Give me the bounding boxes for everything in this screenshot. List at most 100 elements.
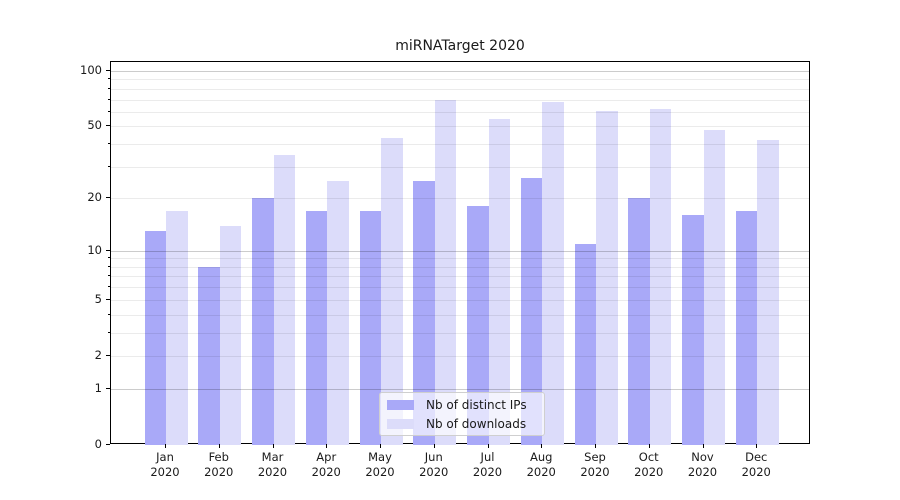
y-tick-label-20: 20	[87, 190, 102, 205]
x-tick-year-jan: 2020	[150, 465, 180, 479]
x-tick-label-feb: Feb 2020	[189, 450, 249, 480]
x-tick-label-apr: Apr 2020	[296, 450, 356, 480]
gridline-minor-60	[111, 111, 809, 113]
legend-swatch-distinct-ips	[387, 399, 414, 410]
gridline-minor-50	[111, 126, 809, 128]
gridline-minor-20	[111, 198, 809, 200]
x-tick-apr	[326, 444, 328, 448]
x-tick-month-apr: Apr	[316, 450, 337, 464]
x-tick-month-jan: Jan	[156, 450, 174, 464]
bar-sep-nb-of-downloads	[596, 110, 618, 445]
x-tick-month-aug: Aug	[530, 450, 553, 464]
y-tick-50	[106, 125, 110, 127]
x-tick-oct	[648, 444, 650, 448]
y-tick-5	[106, 298, 110, 300]
x-tick-dec	[756, 444, 758, 448]
y-minortick-80	[108, 87, 110, 89]
x-tick-label-sep: Sep 2020	[565, 450, 625, 480]
gridline-minor-6	[111, 287, 809, 289]
gridline-minor-90	[111, 79, 809, 81]
x-tick-month-sep: Sep	[584, 450, 606, 464]
y-tick-label-5: 5	[94, 291, 102, 306]
y-minortick-60	[108, 110, 110, 112]
x-tick-feb	[218, 444, 220, 448]
x-tick-year-sep: 2020	[580, 465, 610, 479]
bar-mar-nb-of-distinct-ips	[252, 198, 274, 445]
y-minortick-8	[108, 265, 110, 267]
bar-dec-nb-of-downloads	[757, 140, 779, 445]
x-tick-year-jul: 2020	[472, 465, 503, 479]
gridline-minor-40	[111, 144, 809, 146]
gridline-minor-7	[111, 276, 809, 278]
gridline-major-1	[111, 388, 809, 390]
y-tick-label-2: 2	[94, 347, 102, 362]
chart-title: miRNATarget 2020	[395, 38, 525, 54]
gridline-major-100	[111, 70, 809, 72]
bar-dec-nb-of-distinct-ips	[735, 210, 758, 445]
x-tick-label-may: May 2020	[350, 450, 410, 480]
bar-feb-nb-of-distinct-ips	[198, 266, 220, 445]
y-tick-label-1: 1	[94, 380, 102, 395]
x-tick-month-oct: Oct	[638, 450, 659, 464]
gridline-minor-8	[111, 266, 809, 268]
x-tick-may	[380, 444, 381, 448]
gridline-minor-5	[111, 299, 809, 301]
x-tick-month-feb: Feb	[208, 450, 229, 464]
y-minortick-30	[108, 165, 110, 167]
x-tick-year-jun: 2020	[419, 465, 449, 479]
x-tick-label-jan: Jan 2020	[135, 450, 195, 480]
legend-swatch-downloads	[387, 418, 414, 429]
bar-apr-nb-of-distinct-ips	[305, 210, 328, 445]
x-tick-month-dec: Dec	[745, 450, 768, 464]
x-tick-month-jun: Jun	[424, 450, 443, 464]
y-tick-label-0: 0	[94, 437, 102, 451]
bar-nov-nb-of-distinct-ips	[682, 215, 704, 445]
x-tick-month-nov: Nov	[691, 450, 714, 464]
bar-may-nb-of-distinct-ips	[359, 210, 381, 445]
x-tick-month-mar: Mar	[261, 450, 284, 464]
x-tick-label-oct: Oct 2020	[619, 450, 679, 480]
bar-jan-nb-of-distinct-ips	[144, 231, 166, 445]
legend: Nb of distinct IPs Nb of downloads	[379, 392, 545, 436]
x-tick-sep	[595, 444, 596, 448]
x-tick-year-dec: 2020	[741, 465, 771, 479]
y-tick-2	[106, 354, 110, 356]
x-tick-label-mar: Mar 2020	[243, 450, 303, 480]
plot-area	[110, 61, 810, 445]
x-tick-month-jul: Jul	[480, 450, 495, 464]
y-minortick-4	[108, 313, 110, 315]
x-tick-label-jun: Jun 2020	[404, 450, 464, 480]
bar-nov-nb-of-downloads	[703, 129, 725, 445]
x-tick-label-dec: Dec 2020	[726, 450, 786, 480]
bar-jun-nb-of-distinct-ips	[413, 180, 435, 445]
bar-may-nb-of-downloads	[381, 138, 403, 445]
bar-oct-nb-of-distinct-ips	[628, 198, 650, 445]
x-tick-year-may: 2020	[365, 465, 395, 479]
x-tick-nov	[702, 444, 704, 448]
x-tick-month-may: May	[368, 450, 392, 464]
y-minortick-70	[108, 98, 110, 100]
x-tick-year-nov: 2020	[687, 465, 718, 479]
y-tick-100	[106, 69, 110, 71]
gridline-minor-9	[111, 258, 809, 260]
x-tick-label-jul: Jul 2020	[458, 450, 518, 480]
gridline-minor-2	[111, 355, 809, 357]
bar-sep-nb-of-distinct-ips	[574, 243, 596, 445]
x-tick-year-oct: 2020	[634, 465, 664, 479]
x-tick-year-apr: 2020	[311, 465, 341, 479]
x-tick-aug	[541, 444, 543, 448]
bar-aug-nb-of-distinct-ips	[520, 177, 543, 445]
y-minortick-3	[108, 331, 110, 333]
legend-row-downloads: Nb of downloads	[387, 416, 544, 432]
gridline-minor-30	[111, 166, 809, 168]
legend-label-downloads: Nb of downloads	[426, 416, 527, 431]
y-minortick-7	[108, 275, 110, 277]
gridline-minor-3	[111, 332, 809, 334]
bar-apr-nb-of-downloads	[327, 180, 349, 445]
bar-mar-nb-of-downloads	[273, 154, 295, 445]
y-tick-0	[106, 444, 110, 445]
x-tick-jan	[165, 444, 166, 448]
x-tick-label-nov: Nov 2020	[673, 450, 733, 480]
y-tick-label-100: 100	[80, 62, 102, 77]
